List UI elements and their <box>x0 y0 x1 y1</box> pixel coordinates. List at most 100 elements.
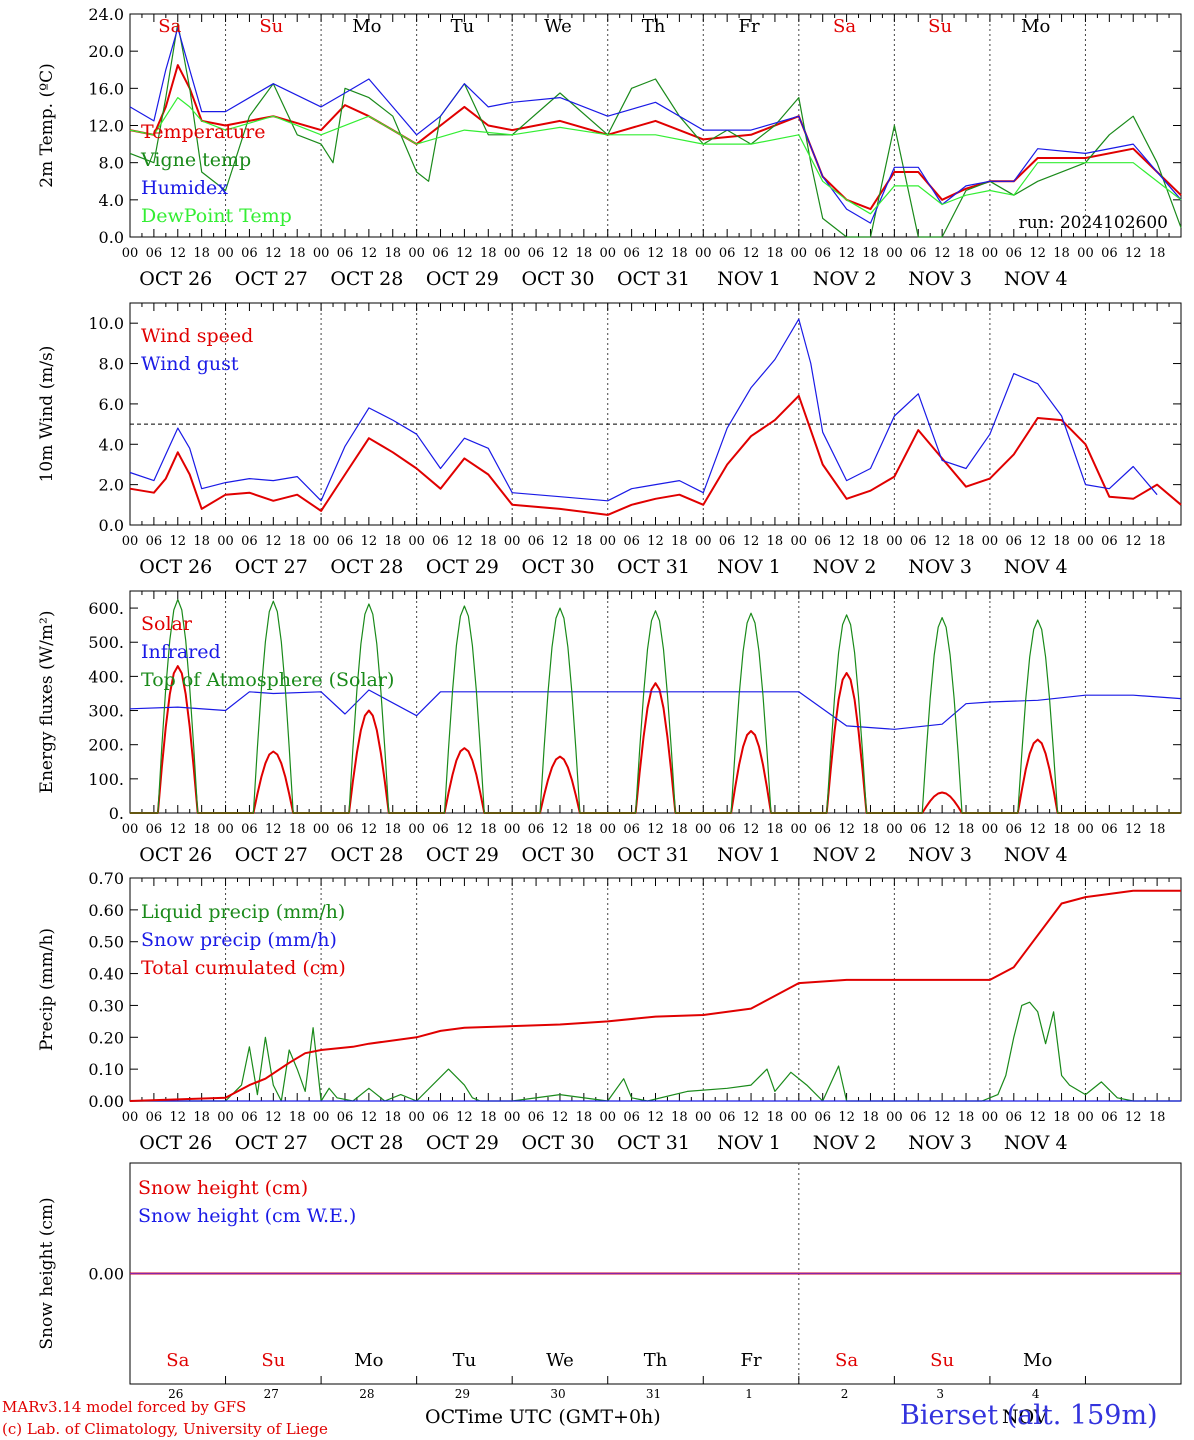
hour-tick-label: 00 <box>886 246 903 261</box>
hour-tick-label: 00 <box>217 1110 234 1125</box>
hour-tick-label: 00 <box>695 534 712 549</box>
hour-tick-label: 12 <box>743 1110 760 1125</box>
legend-entry: Infrared <box>141 641 221 663</box>
day-label: NOV 3 <box>908 844 972 866</box>
hour-tick-label: 18 <box>862 534 879 549</box>
hour-tick-label: 00 <box>599 534 616 549</box>
day-label: NOV 3 <box>908 556 972 578</box>
day-label: NOV 2 <box>813 1132 877 1154</box>
hour-tick-label: 18 <box>767 822 784 837</box>
hour-tick-label: 12 <box>552 246 569 261</box>
y-tick-label: 0. <box>109 804 124 823</box>
hour-tick-label: 12 <box>552 1110 569 1125</box>
weekday-label: Fr <box>740 1350 761 1371</box>
hour-tick-label: 06 <box>719 822 736 837</box>
hour-tick-label: 12 <box>169 534 186 549</box>
hour-tick-label: 12 <box>265 822 282 837</box>
hour-tick-label: 06 <box>432 534 449 549</box>
day-label: OCT 26 <box>139 556 212 578</box>
hour-tick-label: 12 <box>456 534 473 549</box>
legend-entry: Vigne temp <box>140 149 251 171</box>
weekday-label: Tu <box>451 16 475 37</box>
hour-tick-label: 18 <box>384 1110 401 1125</box>
hour-tick-label: 12 <box>934 246 951 261</box>
day-label: OCT 31 <box>617 1132 690 1154</box>
series-line <box>130 598 1181 814</box>
panel-frame <box>129 13 1182 238</box>
hour-tick-label: 06 <box>146 822 163 837</box>
day-label: OCT 27 <box>235 556 308 578</box>
weekday-label: Fr <box>738 16 759 37</box>
legend-entry: Total cumulated (cm) <box>141 957 346 979</box>
y-tick-label: 4.0 <box>99 435 124 454</box>
hour-tick-label: 00 <box>791 534 808 549</box>
hour-tick-label: 06 <box>623 246 640 261</box>
hour-tick-label: 12 <box>361 822 378 837</box>
station-label: Bierset (alt. 159m) <box>900 1400 1158 1431</box>
day-label: OCT 29 <box>426 268 499 290</box>
day-number-label: 3 <box>936 1387 944 1401</box>
hour-tick-label: 12 <box>838 1110 855 1125</box>
hour-tick-label: 06 <box>432 246 449 261</box>
series-line <box>129 64 1182 211</box>
hour-tick-label: 06 <box>814 1110 831 1125</box>
legend-entry: Wind speed <box>141 325 253 347</box>
hour-tick-label: 06 <box>814 822 831 837</box>
hour-tick-label: 12 <box>169 1110 186 1125</box>
series-line <box>129 394 1182 516</box>
hour-tick-label: 06 <box>1101 246 1118 261</box>
weekday-label: Mo <box>1021 16 1050 37</box>
day-label: OCT 27 <box>235 268 308 290</box>
hour-tick-label: 18 <box>384 246 401 261</box>
weekday-label: Sa <box>833 16 856 37</box>
hour-tick-label: 00 <box>217 246 234 261</box>
legend-entry: Temperature <box>141 121 265 143</box>
hour-tick-label: 06 <box>719 534 736 549</box>
y-tick-label: 24.0 <box>88 5 124 24</box>
hour-tick-label: 12 <box>838 246 855 261</box>
day-label: NOV 1 <box>717 844 781 866</box>
hour-tick-label: 06 <box>146 246 163 261</box>
y-tick-label: 200. <box>88 736 124 755</box>
hour-tick-label: 00 <box>504 534 521 549</box>
hour-tick-label: 00 <box>122 822 139 837</box>
y-tick-label: 0.50 <box>88 933 124 952</box>
hour-tick-label: 00 <box>886 1110 903 1125</box>
day-label: OCT 31 <box>617 268 690 290</box>
hour-tick-label: 12 <box>647 822 664 837</box>
hour-tick-label: 18 <box>480 822 497 837</box>
hour-tick-label: 18 <box>289 1110 306 1125</box>
hour-tick-label: 06 <box>1006 246 1023 261</box>
hour-tick-label: 00 <box>313 534 330 549</box>
day-number-label: 4 <box>1032 1387 1040 1401</box>
hour-tick-label: 12 <box>838 822 855 837</box>
day-label: OCT 28 <box>330 844 403 866</box>
hour-tick-label: 12 <box>456 246 473 261</box>
hour-tick-label: 00 <box>695 246 712 261</box>
hour-tick-label: 06 <box>910 1110 927 1125</box>
hour-tick-label: 06 <box>719 246 736 261</box>
day-label: NOV 2 <box>813 556 877 578</box>
hour-tick-label: 12 <box>265 1110 282 1125</box>
weekday-label: Mo <box>1023 1350 1052 1371</box>
series-line <box>129 22 1182 238</box>
hour-tick-label: 00 <box>122 246 139 261</box>
hour-tick-label: 18 <box>671 246 688 261</box>
hour-tick-label: 12 <box>743 246 760 261</box>
hour-tick-label: 18 <box>1053 822 1070 837</box>
panel-frame <box>129 302 1182 526</box>
day-label: OCT 28 <box>330 268 403 290</box>
hour-tick-label: 06 <box>432 1110 449 1125</box>
hour-tick-label: 18 <box>480 1110 497 1125</box>
hour-tick-label: 06 <box>241 246 258 261</box>
hour-tick-label: 06 <box>528 822 545 837</box>
hour-tick-label: 06 <box>241 1110 258 1125</box>
hour-tick-label: 00 <box>504 1110 521 1125</box>
hour-tick-label: 12 <box>169 822 186 837</box>
day-label: OCT 29 <box>426 844 499 866</box>
hour-tick-label: 06 <box>337 246 354 261</box>
hour-tick-label: 12 <box>1125 822 1142 837</box>
y-tick-label: 0.0 <box>99 228 124 247</box>
y-axis-label: 10m Wind (m/s) <box>37 346 57 483</box>
hour-tick-label: 18 <box>289 246 306 261</box>
